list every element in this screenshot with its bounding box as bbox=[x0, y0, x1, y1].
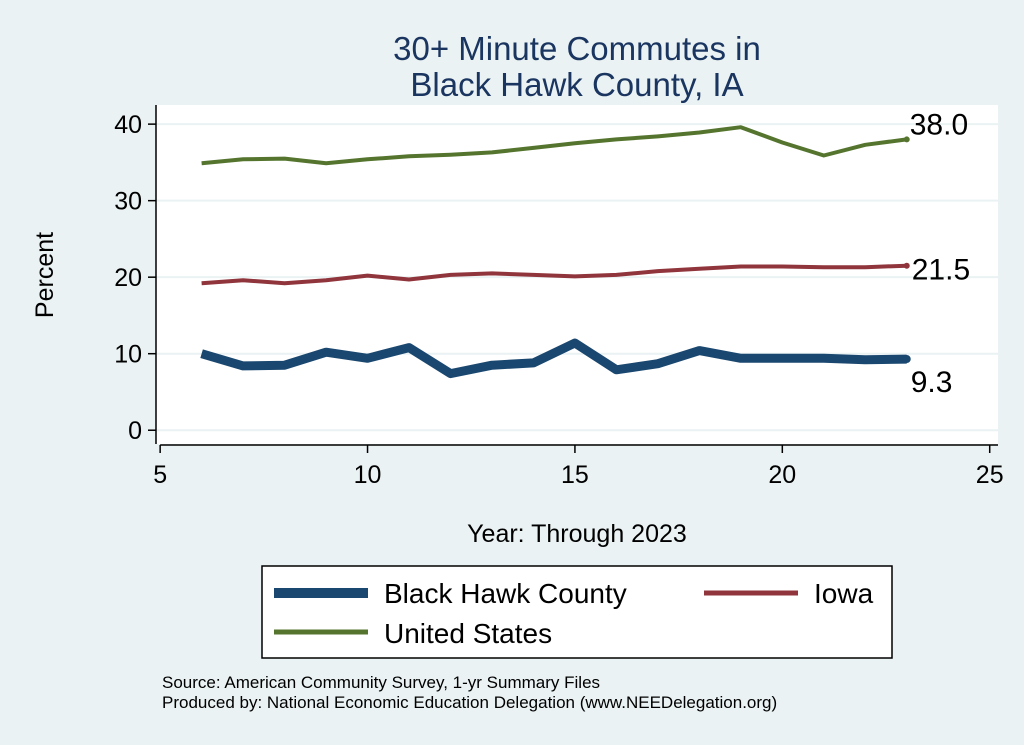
legend-label-black-hawk-county: Black Hawk County bbox=[384, 578, 627, 609]
legend-label-iowa: Iowa bbox=[814, 578, 874, 609]
series-endpoint-black-hawk-county bbox=[902, 355, 911, 364]
chart-title-line-1: 30+ Minute Commutes in bbox=[393, 30, 761, 67]
legend-box bbox=[261, 565, 893, 659]
series-line-united-states bbox=[201, 125, 907, 166]
produced-by-note: Produced by: National Economic Education… bbox=[162, 693, 777, 712]
x-tick-label-10: 10 bbox=[354, 461, 382, 489]
source-note: Source: American Community Survey, 1-yr … bbox=[162, 673, 600, 692]
y-tick-label-30: 30 bbox=[114, 188, 142, 216]
series-layer bbox=[200, 125, 911, 379]
y-tick-label-20: 20 bbox=[114, 264, 142, 292]
legend-label-united-states: United States bbox=[384, 618, 552, 649]
y-tick-label-0: 0 bbox=[128, 417, 142, 445]
y-axis-title: Percent bbox=[31, 232, 59, 318]
series-line-black-hawk-county bbox=[200, 338, 907, 379]
y-tick-label-10: 10 bbox=[114, 341, 142, 369]
x-tick-label-15: 15 bbox=[561, 461, 589, 489]
x-axis-title: Year: Through 2023 bbox=[467, 520, 687, 548]
x-tick-label-20: 20 bbox=[768, 461, 796, 489]
axes: 0 10 20 30 40 5 10 15 20 25 bbox=[114, 105, 1004, 489]
chart-title-line-2: Black Hawk County, IA bbox=[410, 66, 743, 103]
series-endpoint-iowa bbox=[903, 262, 910, 269]
end-labels: 9.3 21.5 38.0 bbox=[910, 108, 970, 399]
series-endpoint-united-states bbox=[903, 136, 910, 143]
x-tick-label-5: 5 bbox=[153, 461, 167, 489]
series-line-iowa bbox=[201, 263, 907, 286]
end-label-iowa: 21.5 bbox=[912, 254, 970, 287]
end-label-united-states: 38.0 bbox=[910, 108, 968, 141]
x-tick-label-25: 25 bbox=[976, 461, 1004, 489]
y-tick-label-40: 40 bbox=[114, 111, 142, 139]
end-label-black-hawk-county: 9.3 bbox=[911, 366, 953, 399]
legend: Black Hawk County Iowa United States bbox=[261, 565, 893, 659]
